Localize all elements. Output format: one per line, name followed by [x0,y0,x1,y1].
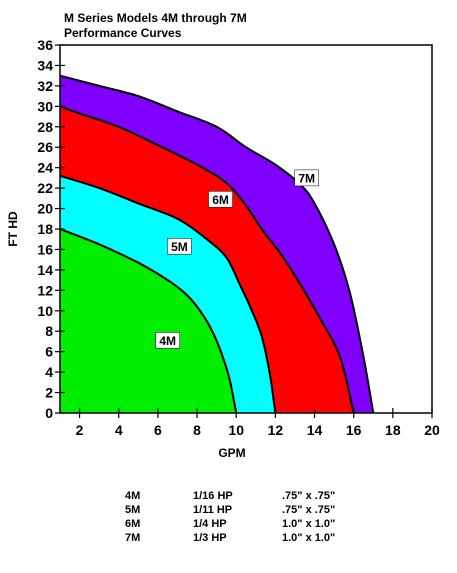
y-tick-label: 30 [37,98,53,114]
y-tick-label: 20 [37,201,53,217]
y-tick-label: 36 [37,37,53,53]
x-tick-label: 18 [385,422,401,438]
legend-row: 6M 1/4 HP 1.0" x 1.0" [125,518,335,530]
x-tick-label: 16 [346,422,362,438]
series-areas [60,75,374,414]
legend-hp: 1/3 HP [193,532,227,544]
legend-size: .75" x .75" [282,490,335,502]
x-tick-label: 20 [424,422,440,438]
x-tick-label: 14 [307,422,323,438]
series-label-4m: 4M [155,332,180,349]
legend-size: 1.0" x 1.0" [282,532,335,544]
series-label-5m: 5M [167,238,192,255]
model-legend: 4M 1/16 HP .75" x .75" 5M 1/11 HP .75" x .75"… [125,490,335,544]
x-tick-label: 8 [193,422,201,438]
legend-model: 4M [125,490,140,502]
legend-model: 5M [125,504,140,516]
y-tick-label: 26 [37,139,53,155]
legend-row: 7M 1/3 HP 1.0" x 1.0" [125,532,335,544]
series-outlines [59,74,375,414]
series-line-4m [59,228,238,414]
legend-row: 4M 1/16 HP .75" x .75" [125,490,335,502]
y-tick-label: 22 [37,180,53,196]
legend-size: 1.0" x 1.0" [282,518,335,530]
legend-model: 7M [125,532,140,544]
chart-subtitle: Performance Curves [64,26,182,40]
svg-text:6M: 6M [212,193,229,207]
y-tick-label: 8 [45,323,53,339]
series-line-6m [59,105,355,414]
y-tick-label: 28 [37,119,53,135]
y-tick-label: 6 [45,344,53,360]
legend-hp: 1/4 HP [193,518,227,530]
y-tick-label: 12 [37,282,53,298]
y-tick-label: 24 [37,160,53,176]
y-tick-label: 32 [37,78,53,94]
svg-text:7M: 7M [298,171,315,185]
y-tick-label: 0 [45,405,53,421]
x-tick-label: 12 [268,422,284,438]
svg-text:5M: 5M [171,240,188,254]
y-tick-label: 18 [37,221,53,237]
legend-row: 5M 1/11 HP .75" x .75" [125,504,335,516]
series-line-7m [59,74,375,414]
x-axis-label: GPM [218,446,245,460]
y-tick-label: 34 [37,57,53,73]
series-area-4m [60,229,237,413]
series-label-7m: 7M [294,169,319,187]
series-line-5m [59,174,277,414]
svg-text:4M: 4M [159,334,176,348]
y-tick-label: 2 [45,385,53,401]
x-axis: 2 4 6 8 10 12 14 16 18 20 [76,408,440,438]
x-tick-label: 6 [154,422,162,438]
y-tick-label: 16 [37,241,53,257]
y-tick-label: 4 [45,364,53,380]
legend-model: 6M [125,518,140,530]
y-tick-label: 14 [37,262,53,278]
series-label-6m: 6M [208,191,233,208]
legend-hp: 1/16 HP [193,490,233,502]
x-tick-label: 2 [76,422,84,438]
legend-size: .75" x .75" [282,504,335,516]
y-axis-label: FT HD [6,211,20,247]
y-tick-label: 10 [37,303,53,319]
legend-hp: 1/11 HP [193,504,232,516]
x-tick-label: 4 [115,422,123,438]
x-tick-label: 10 [228,422,244,438]
chart-title: M Series Models 4M through 7M [64,11,247,25]
series-labels: 7M 6M 5M 4M [155,169,319,349]
